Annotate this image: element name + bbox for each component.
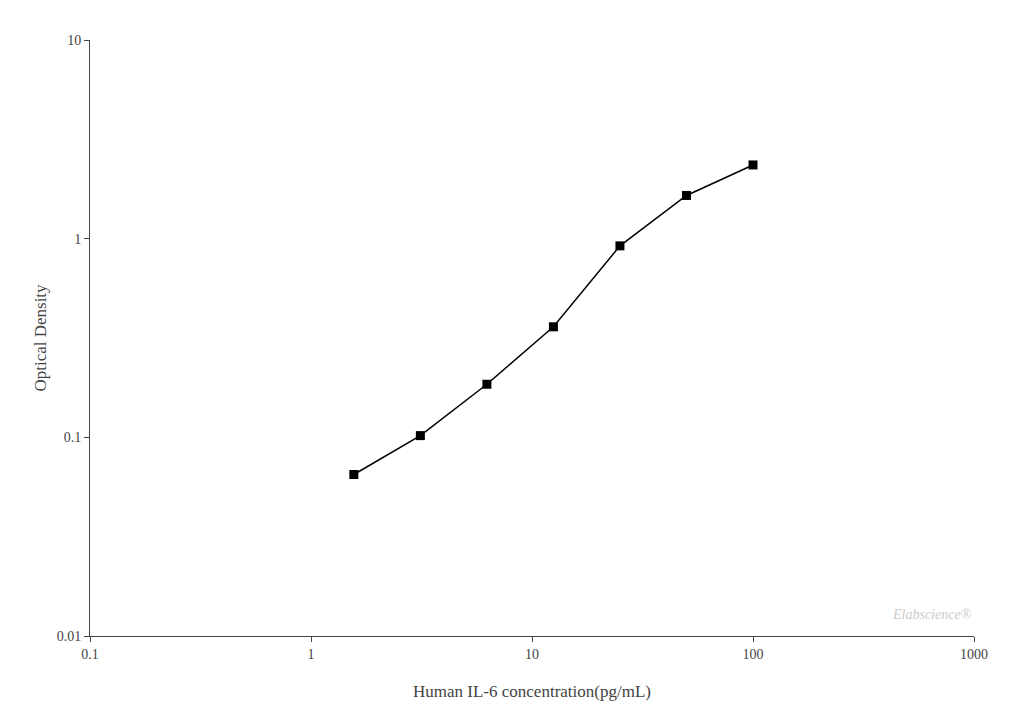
svg-text:0.01: 0.01 <box>57 629 82 644</box>
svg-text:Elabscience®: Elabscience® <box>892 607 972 622</box>
svg-text:1: 1 <box>308 647 315 662</box>
svg-text:Optical Density: Optical Density <box>31 284 50 392</box>
svg-text:0.1: 0.1 <box>64 430 82 445</box>
svg-text:100: 100 <box>743 647 764 662</box>
svg-text:10: 10 <box>67 33 81 48</box>
svg-text:Human IL-6 concentration(pg/mL: Human IL-6 concentration(pg/mL) <box>413 682 651 701</box>
svg-text:10: 10 <box>525 647 539 662</box>
svg-text:0.1: 0.1 <box>81 647 99 662</box>
svg-text:1: 1 <box>74 232 81 247</box>
svg-text:1000: 1000 <box>960 647 988 662</box>
